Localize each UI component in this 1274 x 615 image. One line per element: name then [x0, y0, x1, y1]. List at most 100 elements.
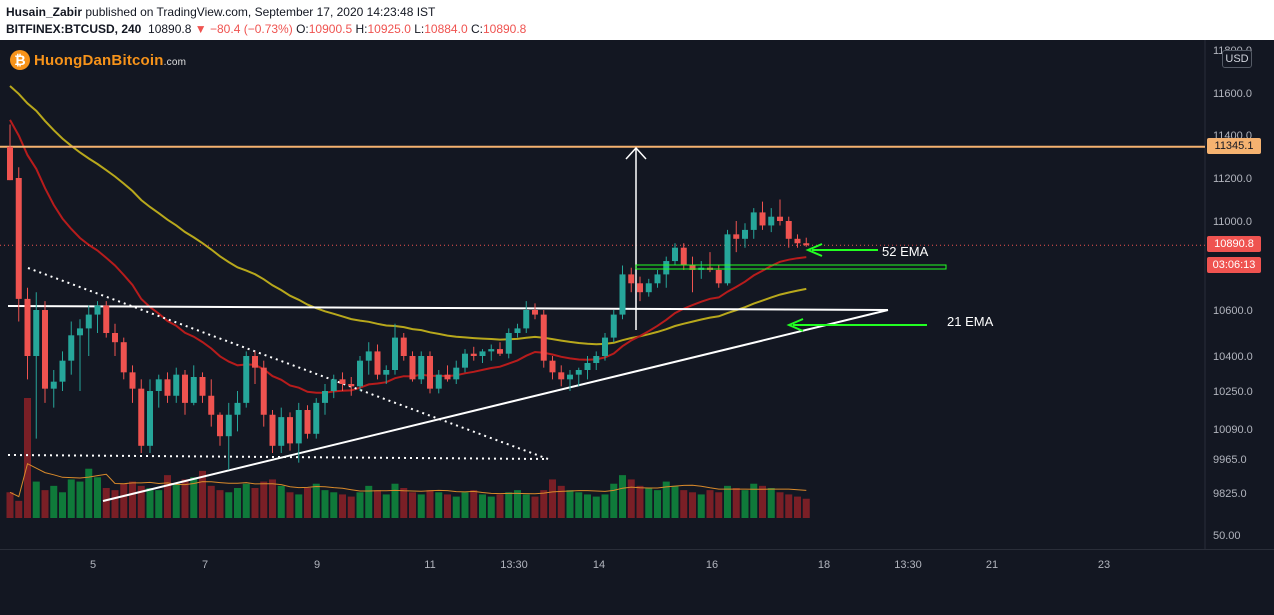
volume-bar — [767, 488, 775, 518]
volume-bar — [461, 492, 469, 518]
candle-body — [129, 372, 136, 389]
volume-bar — [802, 498, 810, 518]
volume-bar — [251, 488, 259, 518]
candle-body — [190, 377, 197, 403]
x-tick-label: 5 — [90, 559, 96, 571]
volume-bar — [794, 496, 801, 518]
candle-body — [112, 333, 118, 343]
volume-bars — [6, 398, 810, 518]
x-tick-label: 7 — [202, 559, 208, 571]
candle-body — [50, 381, 57, 389]
candle-body — [138, 388, 145, 446]
volume-bar — [304, 488, 311, 518]
symbol-label: BITFINEX:BTCUSD, 240 — [6, 22, 142, 36]
volume-bar — [207, 485, 215, 518]
volume-bar — [584, 494, 591, 518]
x-tick-label: 13:30 — [894, 559, 922, 571]
volume-bar — [409, 492, 416, 518]
volume-bar — [549, 479, 556, 518]
x-tick-label: 16 — [706, 559, 718, 571]
candle-body — [304, 410, 311, 434]
candle-body — [645, 283, 652, 293]
ema21-arrow-icon — [786, 318, 927, 332]
y-tick-label: 9965.0 — [1213, 454, 1247, 466]
volume-bar — [321, 490, 329, 518]
candle-body — [803, 243, 810, 246]
last-price-tag: 10890.8 — [1207, 236, 1261, 252]
candle-body — [7, 146, 13, 181]
x-tick-label: 18 — [818, 559, 830, 571]
volume-bar — [269, 479, 276, 518]
volume-bar — [199, 470, 206, 518]
candle-body — [575, 370, 582, 375]
volume-bar — [636, 485, 644, 518]
volume-bar — [216, 490, 224, 518]
y-tick-label: 10250.0 — [1213, 386, 1253, 398]
volume-bar — [566, 490, 574, 518]
candle-body — [462, 353, 468, 368]
chart-header: Husain_Zabir published on TradingView.co… — [0, 0, 1274, 40]
candle-body — [217, 414, 223, 437]
candle-body — [724, 234, 731, 284]
x-tick-label: 14 — [593, 559, 605, 571]
volume-bar — [15, 500, 23, 518]
y-tick-label: 10400.0 — [1213, 351, 1253, 363]
ascending-trendline — [102, 309, 889, 502]
volume-bar — [277, 485, 285, 518]
countdown-tag: 03:06:13 — [1207, 257, 1261, 273]
candle-body — [733, 234, 740, 239]
candle-body — [672, 247, 678, 262]
volume-bar — [6, 492, 14, 518]
candle-body — [94, 305, 101, 315]
candle-body — [768, 216, 775, 226]
author-name[interactable]: Husain_Zabir — [6, 5, 83, 19]
change-arrow-icon: ▼ — [194, 22, 207, 36]
descending-trendline — [27, 267, 549, 460]
volume-bar — [697, 494, 705, 518]
candle-body — [488, 349, 495, 352]
candle-body — [689, 265, 696, 270]
volume-bar — [120, 483, 128, 518]
volume-bar — [645, 488, 653, 518]
ema52-label: 52 EMA — [882, 244, 929, 259]
volume-bar — [286, 492, 294, 518]
volume-bar — [24, 398, 31, 518]
volume-bar — [391, 483, 399, 518]
symbol-info: BITFINEX:BTCUSD, 240 10890.8 ▼ −80.4 (−0… — [6, 22, 526, 36]
y-tick-label: 9825.0 — [1213, 488, 1247, 500]
candle-body — [514, 328, 521, 333]
candle-body — [558, 372, 565, 380]
candle-body — [654, 274, 661, 284]
y-tick-label: 11000.0 — [1213, 216, 1252, 228]
volume-bar — [557, 485, 565, 518]
candle-body — [444, 374, 451, 380]
volume-bar — [400, 488, 408, 518]
candle-body — [759, 212, 766, 226]
volume-bar — [522, 494, 530, 518]
volume-bar — [50, 485, 58, 518]
candle-body — [77, 328, 83, 336]
candle-body — [540, 314, 547, 361]
candle-body — [330, 379, 337, 391]
volume-bar — [111, 490, 119, 518]
candle-body — [348, 384, 355, 387]
candle-body — [68, 335, 75, 361]
candle-body — [374, 351, 381, 375]
volume-bar — [330, 492, 338, 518]
candle-body — [15, 178, 22, 299]
candle-body — [777, 216, 783, 221]
close-value: 10890.8 — [482, 22, 527, 36]
currency-scale-button[interactable]: USD — [1222, 50, 1252, 68]
candles — [7, 124, 810, 470]
volume-bar — [487, 496, 495, 518]
candle-body — [260, 367, 267, 415]
volume-bar — [225, 492, 233, 518]
candle-body — [409, 356, 416, 380]
bitcoin-icon: ₿ — [10, 50, 30, 70]
candle-body — [199, 377, 206, 396]
volume-bar — [129, 481, 136, 518]
change-value: −80.4 (−0.73%) — [210, 22, 293, 36]
candle-body — [164, 379, 171, 396]
volume-bar — [146, 488, 154, 518]
